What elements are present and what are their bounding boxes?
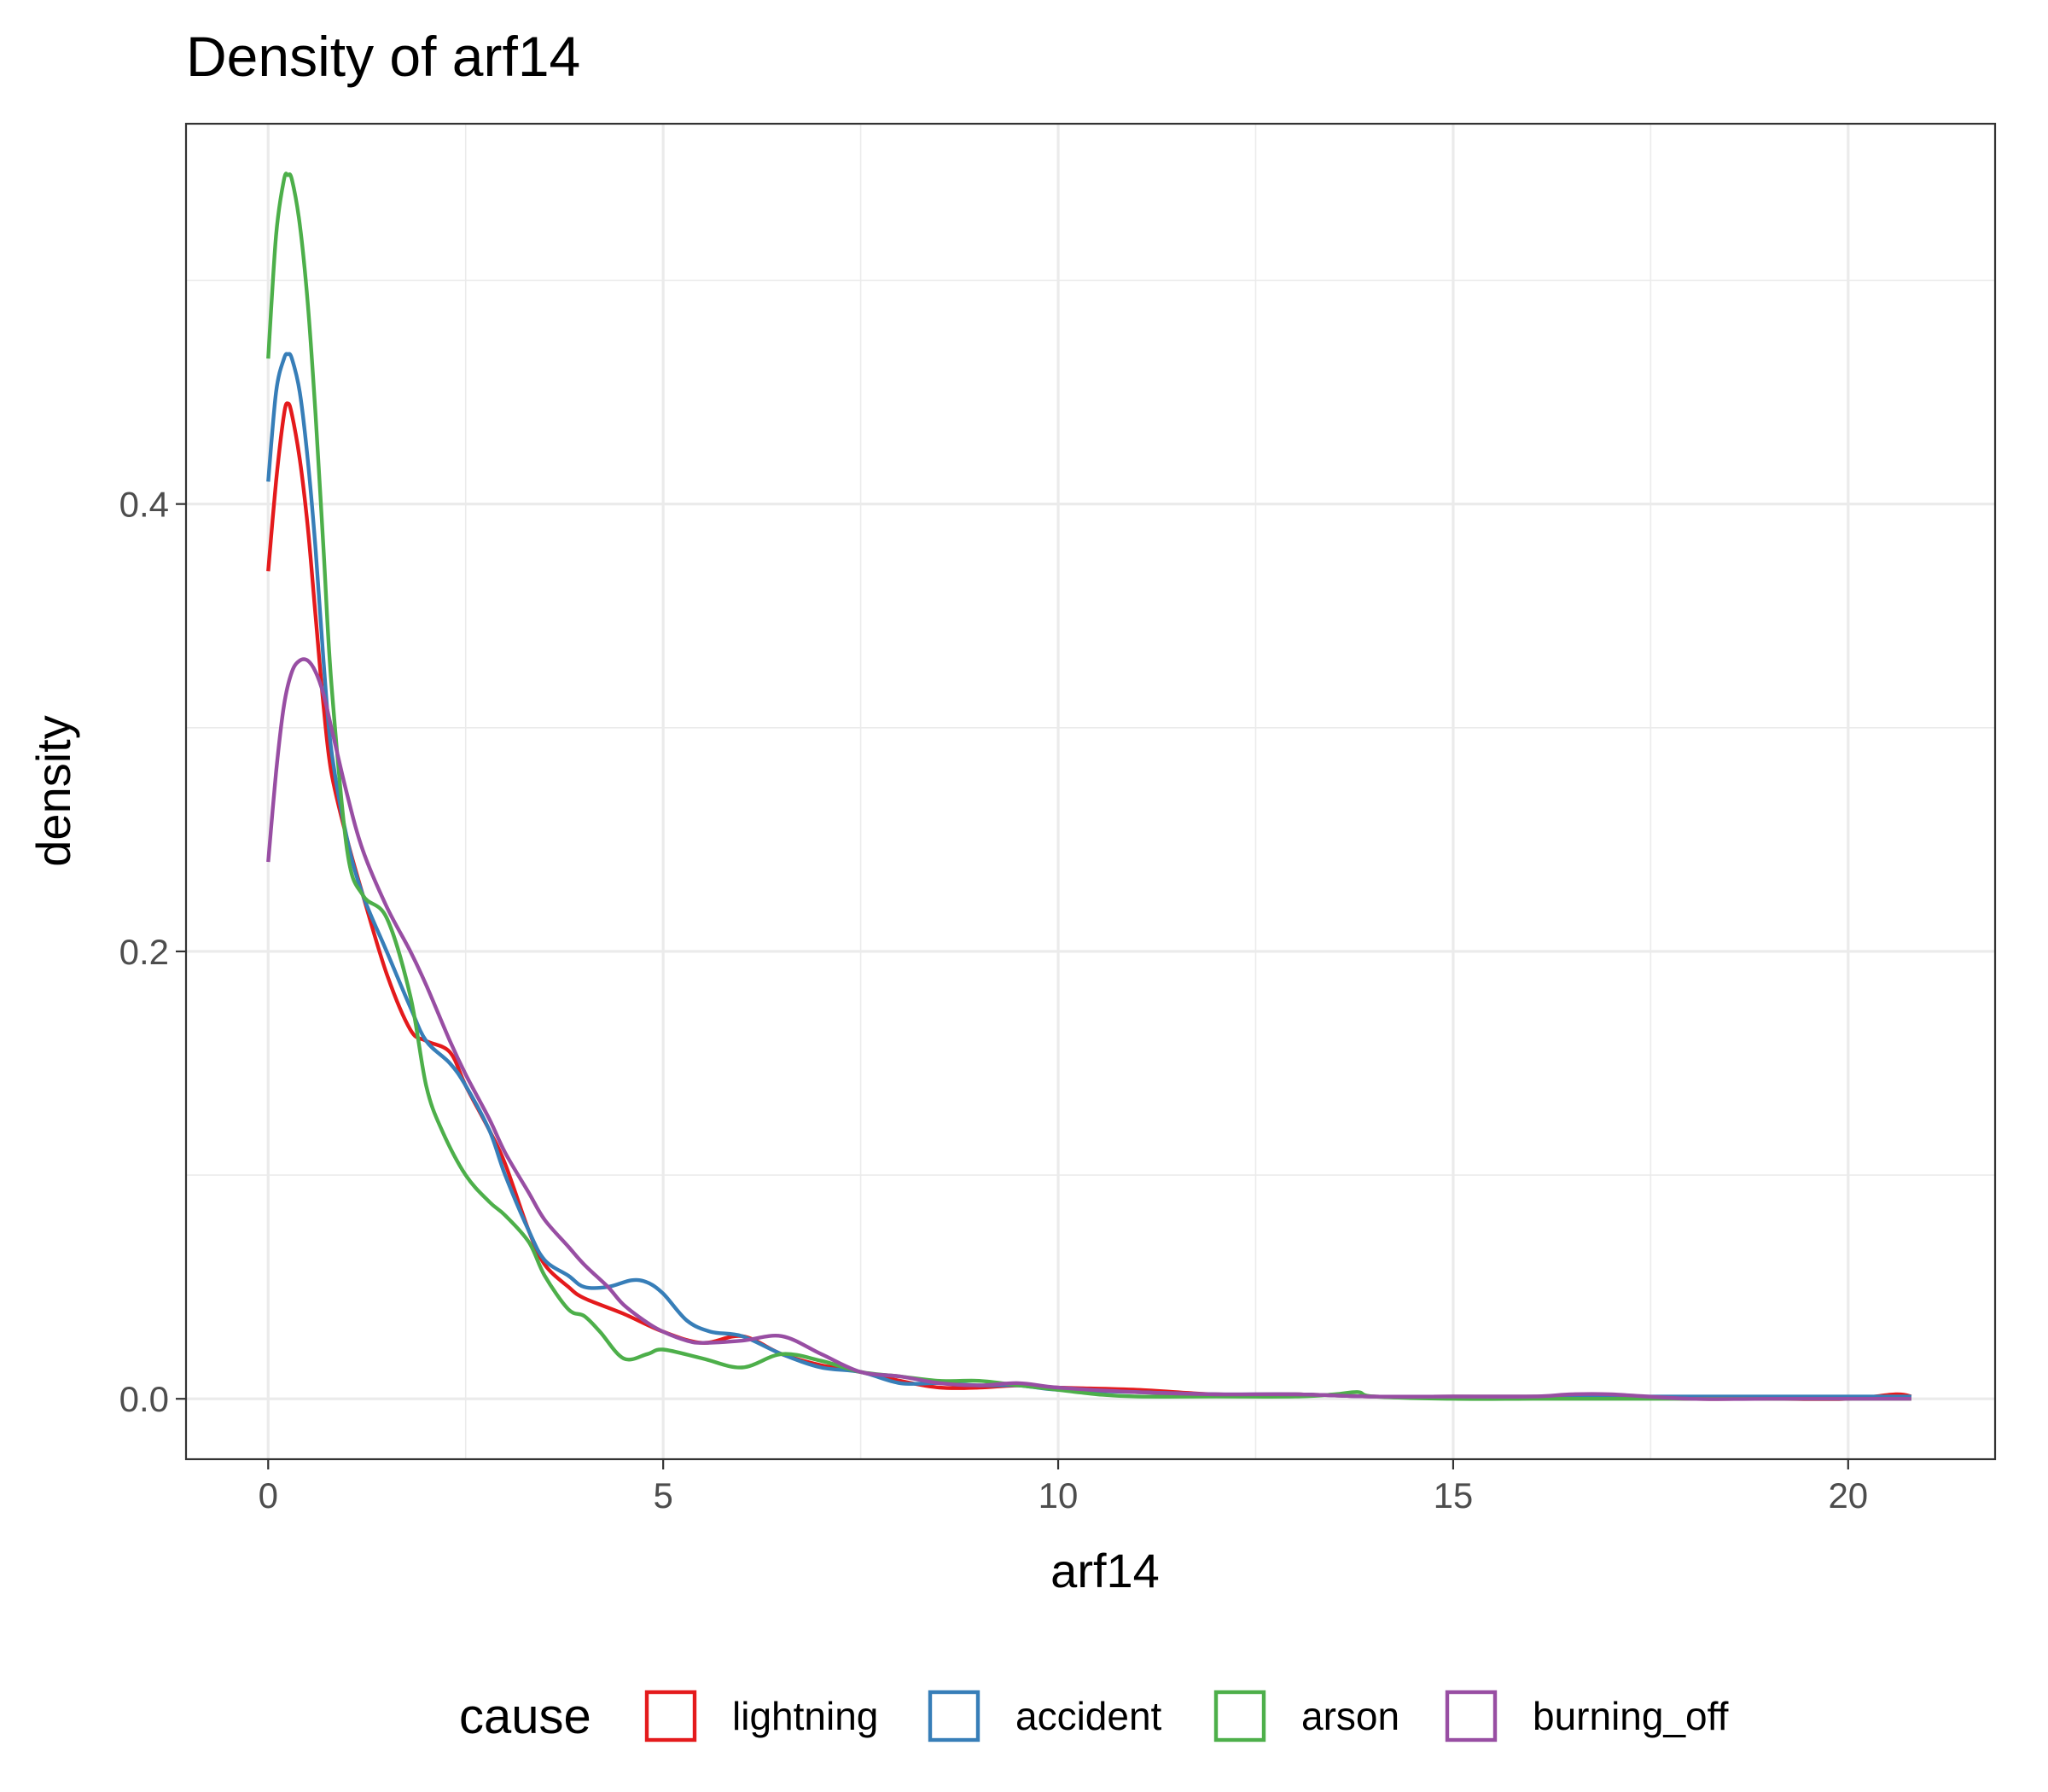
legend-key-arson xyxy=(1213,1690,1266,1743)
legend-label-burning-off: burning_off xyxy=(1533,1694,1729,1738)
legend-key-burning-off xyxy=(1445,1690,1498,1743)
x-tick-label: 20 xyxy=(1828,1475,1868,1516)
x-tick-label: 0 xyxy=(259,1475,278,1516)
legend: cause lightning accident arson burning_off xyxy=(459,1689,1729,1744)
series-layer xyxy=(266,172,1912,1401)
series-arson xyxy=(266,172,1911,1401)
y-axis-title: density xyxy=(26,715,80,866)
legend-key-lightning xyxy=(644,1690,697,1743)
x-tick-label: 15 xyxy=(1434,1475,1474,1516)
series-burning-off xyxy=(266,657,1911,1401)
legend-label-arson: arson xyxy=(1301,1694,1399,1738)
legend-title: cause xyxy=(459,1689,591,1744)
panel-background xyxy=(186,124,1995,1459)
chart-title: Density of arf14 xyxy=(186,25,581,88)
x-tick-label: 10 xyxy=(1039,1475,1079,1516)
legend-label-lightning: lightning xyxy=(732,1694,878,1738)
y-tick-label: 0.0 xyxy=(119,1379,169,1419)
y-tick-label: 0.2 xyxy=(119,932,169,972)
legend-key-accident xyxy=(928,1690,980,1743)
x-axis: 0 5 10 15 20 xyxy=(259,1459,1868,1516)
x-axis-title: arf14 xyxy=(1050,1544,1160,1597)
x-tick-label: 5 xyxy=(653,1475,672,1516)
y-tick-label: 0.4 xyxy=(119,485,169,525)
grid-minor xyxy=(186,124,1995,1459)
legend-label-accident: accident xyxy=(1015,1694,1162,1738)
panel-border xyxy=(184,122,1997,1461)
y-axis: 0.0 0.2 0.4 xyxy=(119,485,186,1419)
